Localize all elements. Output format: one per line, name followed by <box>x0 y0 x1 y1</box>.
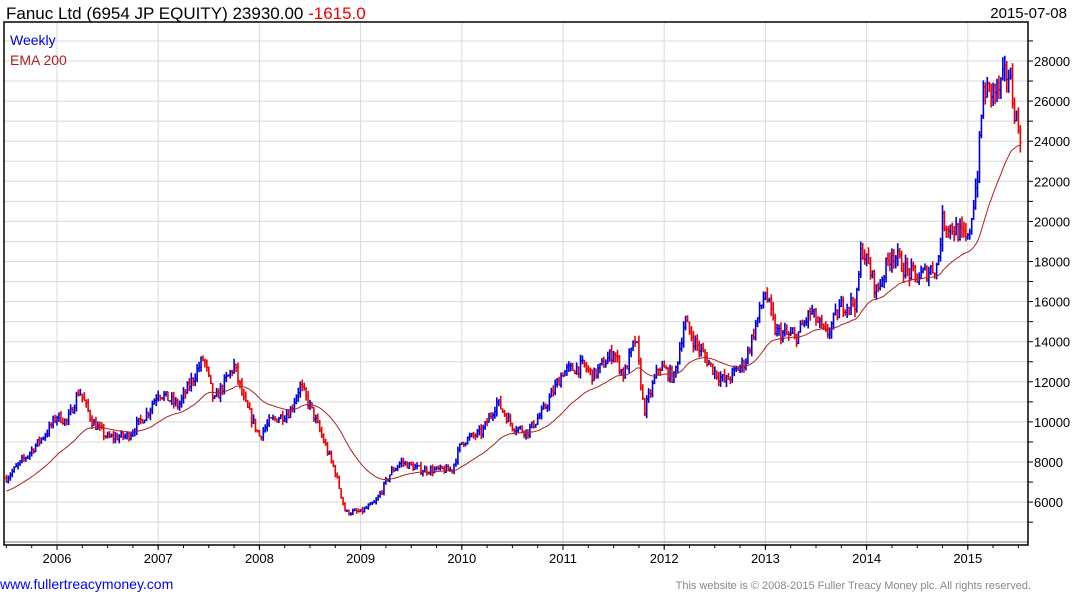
weekly-bars <box>4 55 1022 516</box>
y-tick-label: 26000 <box>1034 94 1070 109</box>
y-tick-label: 8000 <box>1034 455 1063 470</box>
chart-date: 2015-07-08 <box>990 5 1067 22</box>
x-tick-label: 2011 <box>549 551 577 566</box>
y-tick-label: 12000 <box>1034 375 1070 390</box>
legend-weekly: Weekly <box>10 32 56 48</box>
x-tick-label: 2009 <box>346 551 375 566</box>
legend-ema-200: EMA 200 <box>10 52 67 68</box>
x-tick-label: 2015 <box>953 551 982 566</box>
chart-title: Fanuc Ltd (6954 JP EQUITY) 23930.00 -161… <box>6 4 366 24</box>
x-tick-label: 2014 <box>852 551 881 566</box>
y-tick-label: 28000 <box>1034 54 1070 69</box>
title-text: Fanuc Ltd (6954 JP EQUITY) 23930.00 <box>6 4 304 23</box>
x-tick-label: 2006 <box>43 551 72 566</box>
y-tick-label: 18000 <box>1034 255 1070 270</box>
y-tick-label: 14000 <box>1034 335 1070 350</box>
y-tick-label: 10000 <box>1034 415 1070 430</box>
x-tick-label: 2007 <box>144 551 173 566</box>
y-tick-label: 22000 <box>1034 174 1070 189</box>
x-tick-label: 2013 <box>751 551 780 566</box>
site-link[interactable]: www.fullertreacymoney.com <box>0 576 174 592</box>
x-tick-label: 2008 <box>245 551 274 566</box>
y-tick-label: 6000 <box>1034 495 1063 510</box>
plot-frame <box>3 21 1029 546</box>
y-tick-label: 24000 <box>1034 134 1070 149</box>
ema-line <box>6 145 1021 492</box>
copyright: This website is © 2008-2015 Fuller Treac… <box>675 580 1031 592</box>
y-tick-label: 16000 <box>1034 295 1070 310</box>
x-tick-label: 2012 <box>650 551 679 566</box>
y-tick-label: 20000 <box>1034 214 1070 229</box>
price-change: -1615.0 <box>308 4 366 23</box>
x-tick-label: 2010 <box>447 551 476 566</box>
